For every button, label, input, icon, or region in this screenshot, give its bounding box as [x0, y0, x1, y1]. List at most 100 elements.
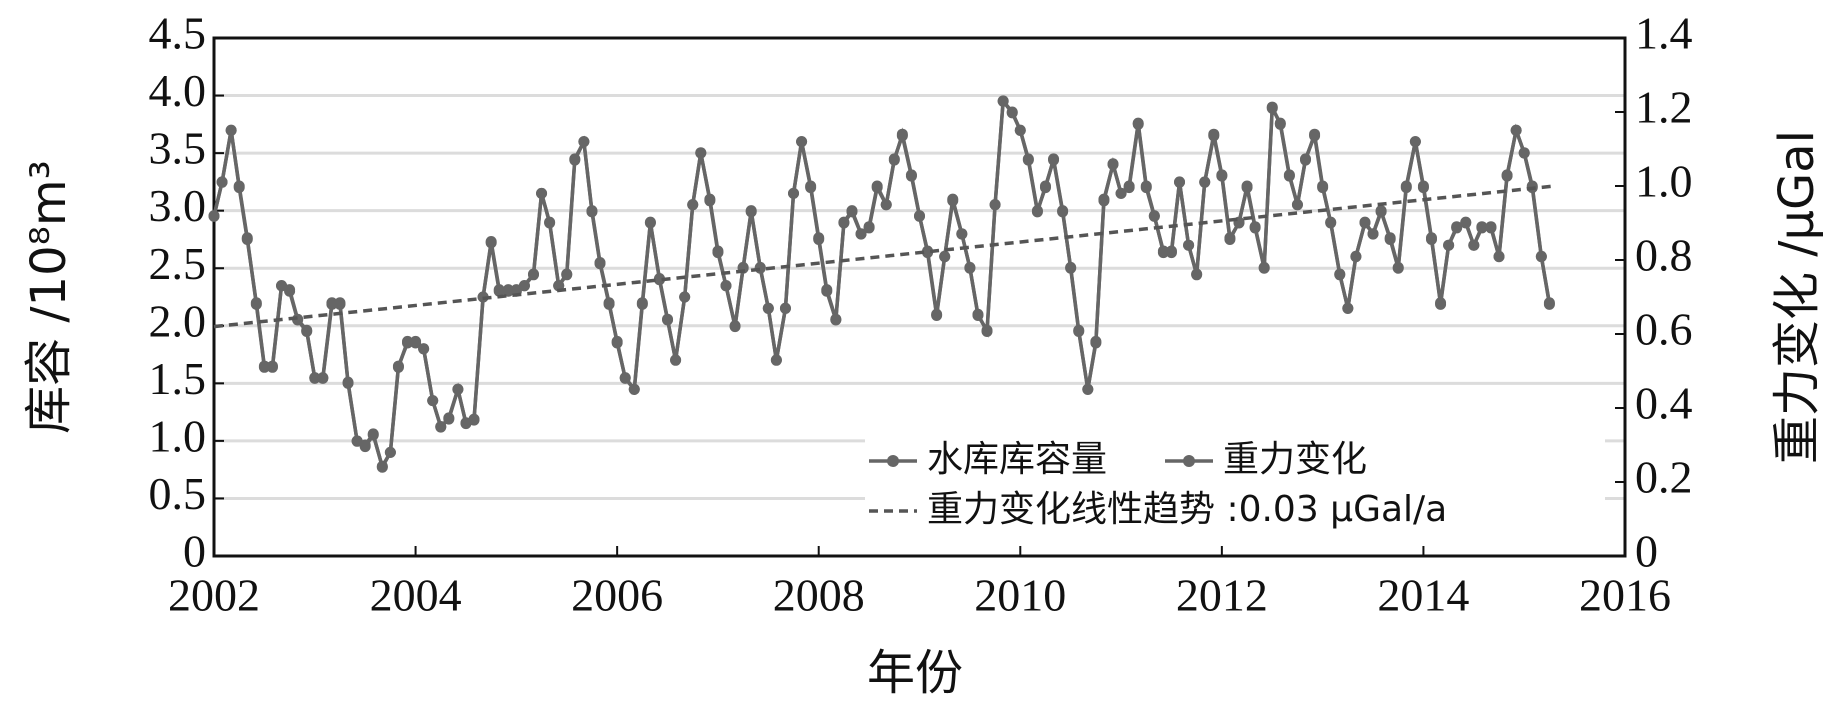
series-point	[1325, 217, 1337, 229]
series-point	[1082, 384, 1094, 395]
series-point	[670, 354, 682, 366]
series-point	[418, 343, 430, 355]
series-point	[628, 384, 640, 395]
series-point	[1140, 180, 1152, 192]
series-point	[1123, 180, 1135, 192]
x-tick-label: 2014	[1377, 570, 1469, 621]
series-point	[1174, 176, 1186, 188]
series-point	[972, 310, 984, 321]
series-point	[1392, 261, 1404, 273]
legend-box	[865, 436, 1605, 536]
series-point	[1199, 176, 1211, 188]
series-point	[1485, 221, 1497, 233]
series-point	[468, 413, 480, 425]
series-point	[1342, 302, 1354, 314]
series-point	[427, 395, 439, 407]
y-tick-label: 1.0	[149, 410, 207, 461]
series-point	[1291, 199, 1303, 210]
series-point	[334, 298, 346, 310]
series-point	[208, 210, 220, 222]
series-point	[1501, 169, 1513, 181]
series-point	[846, 206, 858, 218]
series-point	[317, 372, 329, 384]
legend-marker	[1183, 455, 1195, 467]
series-point	[1165, 247, 1177, 259]
series-point	[896, 128, 908, 140]
series-point	[1417, 180, 1429, 192]
series-point	[830, 313, 842, 325]
series-point	[284, 284, 296, 296]
series-point	[1258, 261, 1270, 273]
series-point	[1334, 269, 1346, 281]
series-point	[905, 169, 917, 181]
series-point	[914, 210, 925, 222]
y-tick-label: 2.5	[149, 238, 207, 289]
series-point	[367, 428, 379, 440]
series-point	[779, 302, 791, 314]
series-line	[212, 96, 1552, 472]
series-point	[762, 302, 774, 314]
series-point	[871, 180, 883, 192]
series-point	[813, 232, 825, 244]
y2-axis-title: 重力变化 /μGal	[1769, 130, 1825, 464]
series-point	[855, 228, 867, 240]
series-point	[956, 228, 968, 240]
series-point	[392, 361, 404, 373]
legend-label: 水库库容量	[927, 439, 1107, 480]
series-point	[1309, 128, 1321, 140]
series-point	[250, 298, 262, 310]
y2-tick-label: 0.4	[1635, 378, 1693, 429]
x-tick-label: 2016	[1579, 570, 1671, 621]
series-point	[216, 176, 228, 188]
y-tick-label: 3.5	[149, 123, 207, 174]
series-point	[931, 310, 943, 321]
series-point	[838, 217, 850, 229]
x-tick-label: 2004	[370, 570, 462, 621]
series-point	[805, 180, 817, 192]
series-point	[1283, 169, 1295, 181]
series-point	[1115, 187, 1127, 199]
x-tick-label: 2012	[1176, 570, 1268, 621]
series-point	[485, 236, 497, 247]
series-point	[1031, 206, 1043, 218]
x-tick-label: 2008	[773, 570, 865, 621]
series-point	[309, 372, 321, 384]
series-point	[644, 217, 656, 229]
series-point	[1409, 136, 1421, 148]
series-point	[1400, 180, 1412, 192]
series-point	[947, 195, 959, 207]
series-point	[384, 446, 396, 458]
legend-marker	[887, 455, 899, 467]
y2-tick-label: 0	[1635, 526, 1658, 577]
series-point	[619, 372, 631, 384]
series-point	[1148, 210, 1160, 222]
legend-label: 重力变化	[1223, 439, 1367, 480]
series-point	[342, 376, 354, 388]
series-point	[1460, 217, 1472, 229]
y2-tick-label: 1.4	[1635, 8, 1693, 59]
series-point	[687, 199, 699, 210]
series-point	[359, 439, 371, 451]
series-point	[527, 269, 539, 281]
series-point	[1543, 298, 1555, 310]
series-point	[1065, 261, 1077, 273]
y2-tick-label: 0.2	[1635, 452, 1693, 503]
series-point	[1359, 217, 1371, 229]
series-point	[502, 284, 514, 296]
series-point	[1157, 247, 1169, 259]
series-point	[233, 180, 245, 192]
series-point	[1425, 232, 1437, 244]
x-tick-label: 2002	[168, 570, 260, 621]
series-point	[266, 361, 278, 373]
x-tick-label: 2006	[571, 570, 663, 621]
y2-tick-label: 0.8	[1635, 230, 1693, 281]
series-point	[770, 354, 782, 366]
series-point	[1443, 239, 1455, 251]
series-point	[1022, 154, 1034, 166]
series-point	[1191, 269, 1203, 281]
y2-tick-label: 1.2	[1635, 82, 1693, 133]
series-point	[1183, 239, 1195, 251]
series-point	[1375, 206, 1387, 218]
series-point	[796, 136, 808, 148]
